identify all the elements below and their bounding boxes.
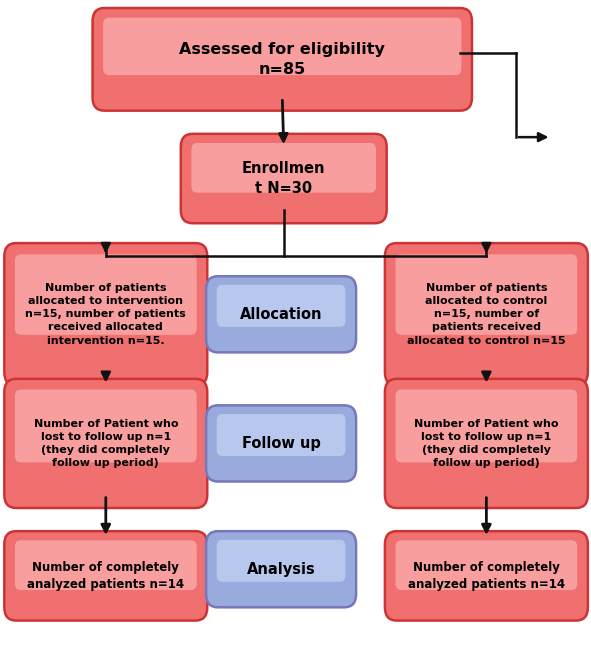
FancyBboxPatch shape bbox=[191, 143, 376, 193]
FancyBboxPatch shape bbox=[217, 540, 346, 582]
FancyBboxPatch shape bbox=[93, 8, 472, 110]
FancyBboxPatch shape bbox=[103, 18, 462, 75]
Text: Number of completely
analyzed patients n=14: Number of completely analyzed patients n… bbox=[27, 561, 184, 591]
FancyBboxPatch shape bbox=[15, 540, 197, 590]
FancyBboxPatch shape bbox=[395, 390, 577, 462]
FancyBboxPatch shape bbox=[385, 243, 588, 386]
FancyBboxPatch shape bbox=[385, 379, 588, 508]
Text: Number of patients
allocated to control
n=15, number of
patients received
alloca: Number of patients allocated to control … bbox=[407, 283, 566, 346]
Text: Number of completely
analyzed patients n=14: Number of completely analyzed patients n… bbox=[408, 561, 565, 591]
Text: Number of Patient who
lost to follow up n=1
(they did completely
follow up perio: Number of Patient who lost to follow up … bbox=[34, 419, 178, 468]
Text: Enrollmen
t N=30: Enrollmen t N=30 bbox=[242, 161, 326, 196]
FancyBboxPatch shape bbox=[385, 531, 588, 620]
Text: Follow up: Follow up bbox=[242, 436, 320, 451]
Text: Analysis: Analysis bbox=[246, 562, 316, 577]
FancyBboxPatch shape bbox=[217, 414, 346, 456]
Text: Assessed for eligibility
n=85: Assessed for eligibility n=85 bbox=[179, 42, 385, 76]
FancyBboxPatch shape bbox=[4, 531, 207, 620]
FancyBboxPatch shape bbox=[4, 379, 207, 508]
FancyBboxPatch shape bbox=[217, 285, 346, 327]
Text: Number of patients
allocated to intervention
n=15, number of patients
received a: Number of patients allocated to interven… bbox=[25, 283, 186, 346]
FancyBboxPatch shape bbox=[15, 390, 197, 462]
FancyBboxPatch shape bbox=[206, 276, 356, 352]
Text: Number of Patient who
lost to follow up n=1
(they did completely
follow up perio: Number of Patient who lost to follow up … bbox=[414, 419, 558, 468]
FancyBboxPatch shape bbox=[4, 243, 207, 386]
FancyBboxPatch shape bbox=[206, 406, 356, 481]
Text: Allocation: Allocation bbox=[240, 307, 322, 322]
FancyBboxPatch shape bbox=[395, 254, 577, 334]
FancyBboxPatch shape bbox=[206, 531, 356, 607]
FancyBboxPatch shape bbox=[395, 540, 577, 590]
FancyBboxPatch shape bbox=[15, 254, 197, 334]
FancyBboxPatch shape bbox=[181, 134, 387, 223]
